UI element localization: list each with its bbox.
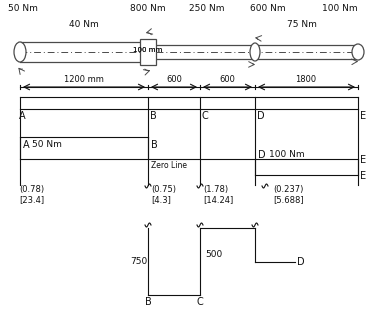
Text: B: B xyxy=(145,297,151,307)
Text: E: E xyxy=(360,155,366,165)
Text: C: C xyxy=(202,111,209,121)
Text: [4.3]: [4.3] xyxy=(151,195,171,204)
Text: E: E xyxy=(360,111,366,121)
Text: (1.78): (1.78) xyxy=(203,185,228,194)
Ellipse shape xyxy=(250,43,260,61)
Text: C: C xyxy=(197,297,203,307)
Text: 100 Nm: 100 Nm xyxy=(269,150,305,159)
Text: 800 Nm: 800 Nm xyxy=(130,4,166,13)
Text: 50 Nm: 50 Nm xyxy=(32,140,62,149)
Text: 750: 750 xyxy=(130,256,147,265)
Text: 100 mm: 100 mm xyxy=(133,47,163,53)
Text: 100 mm: 100 mm xyxy=(133,47,163,53)
Polygon shape xyxy=(140,39,156,65)
Text: [5.688]: [5.688] xyxy=(273,195,304,204)
Text: [14.24]: [14.24] xyxy=(203,195,233,204)
Text: 1200 mm: 1200 mm xyxy=(64,75,104,84)
Ellipse shape xyxy=(352,44,364,60)
Text: 100 Nm: 100 Nm xyxy=(322,4,358,13)
Text: 600: 600 xyxy=(219,75,235,84)
Text: B: B xyxy=(151,140,158,150)
Ellipse shape xyxy=(14,42,26,62)
Text: 75 Nm: 75 Nm xyxy=(287,20,317,29)
Text: (0.75): (0.75) xyxy=(151,185,176,194)
Text: (0.78): (0.78) xyxy=(19,185,45,194)
Text: 600: 600 xyxy=(166,75,182,84)
Text: 50 Nm: 50 Nm xyxy=(8,4,38,13)
Text: B: B xyxy=(150,111,157,121)
Text: [23.4]: [23.4] xyxy=(19,195,45,204)
Text: 40 Nm: 40 Nm xyxy=(69,20,99,29)
Text: 1800: 1800 xyxy=(296,75,316,84)
Text: E: E xyxy=(360,171,366,181)
Text: A: A xyxy=(23,140,29,150)
Text: D: D xyxy=(257,111,265,121)
Text: (0.237): (0.237) xyxy=(273,185,304,194)
Text: 600 Nm: 600 Nm xyxy=(250,4,286,13)
Text: 250 Nm: 250 Nm xyxy=(189,4,225,13)
Text: A: A xyxy=(19,111,26,121)
Text: D: D xyxy=(258,150,266,160)
Text: 500: 500 xyxy=(205,250,222,259)
Text: D: D xyxy=(297,257,305,267)
Text: Zero Line: Zero Line xyxy=(151,161,187,170)
